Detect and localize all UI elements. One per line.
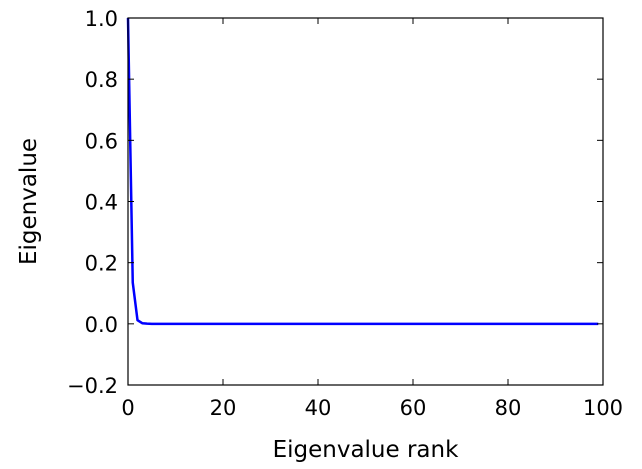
y-tick-label: 0.6	[85, 129, 118, 153]
y-axis-label: Eigenvalue	[16, 138, 42, 265]
series-layer	[126, 17, 599, 326]
x-axis-ticks: 0 20 40 60 80 100	[121, 18, 623, 420]
y-tick-label: 0.8	[85, 68, 118, 92]
x-tick-label: 40	[305, 396, 332, 420]
x-tick-label: 0	[121, 396, 134, 420]
plot-area	[128, 18, 603, 385]
y-tick-label: 0.2	[85, 252, 118, 276]
x-axis-label: Eigenvalue rank	[273, 437, 460, 463]
y-tick-label: 0.4	[85, 191, 118, 215]
x-tick-label: 80	[495, 396, 522, 420]
y-tick-label: 1.0	[85, 7, 118, 31]
x-tick-label: 100	[583, 396, 623, 420]
y-tick-label: 0.0	[85, 313, 118, 337]
y-axis-ticks: −0.2 0.0 0.2 0.4 0.6 0.8 1.0	[67, 7, 603, 398]
y-tick-label: −0.2	[67, 374, 118, 398]
x-tick-label: 60	[400, 396, 427, 420]
x-tick-label: 20	[210, 396, 237, 420]
series-line-0	[126, 17, 599, 326]
